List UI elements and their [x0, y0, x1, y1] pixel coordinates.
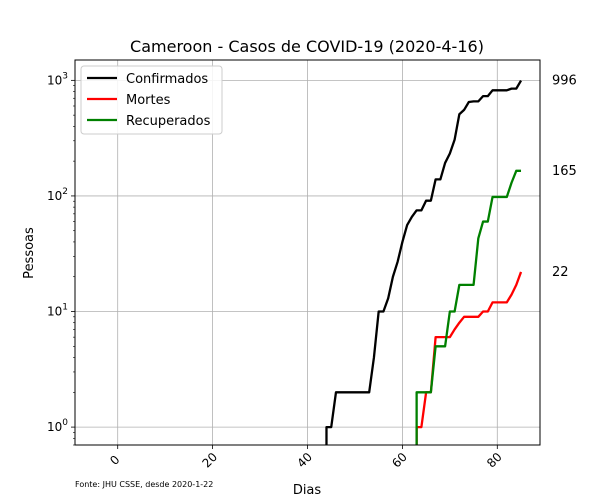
end-label-mortes: 22	[552, 265, 569, 280]
end-label-layer: 996 22 165	[552, 74, 577, 280]
y-tick-label: 101	[47, 303, 68, 319]
legend-label-confirmados: Confirmados	[126, 72, 208, 87]
end-label-recuperados: 165	[552, 164, 577, 179]
legend-label-recuperados: Recuperados	[126, 114, 211, 129]
series-line-confirmados	[325, 79, 523, 445]
y-tick-label: 102	[47, 187, 68, 203]
y-axis-label: Pessoas	[22, 227, 37, 279]
y-tick-label: 100	[47, 418, 68, 434]
x-tick-label: 60	[389, 450, 410, 471]
end-label-confirmados: 996	[552, 74, 577, 89]
y-tick-label: 103	[47, 71, 68, 87]
x-tick-label: 40	[294, 450, 315, 471]
x-tick-label: 20	[199, 450, 220, 471]
series-line-mortes	[415, 271, 523, 445]
legend-label-mortes: Mortes	[126, 93, 171, 108]
legend: Confirmados Mortes Recuperados	[80, 65, 223, 135]
series-layer	[325, 79, 523, 445]
x-tick-label: 0	[107, 453, 122, 468]
x-axis-label: Dias	[293, 483, 322, 498]
source-note: Fonte: JHU CSSE, desde 2020-1-22	[75, 480, 213, 489]
legend-box	[80, 65, 223, 135]
chart-title: Cameroon - Casos de COVID-19 (2020-4-16)	[130, 37, 484, 56]
x-tick-label: 80	[484, 450, 505, 471]
series-line-recuperados	[415, 169, 522, 445]
